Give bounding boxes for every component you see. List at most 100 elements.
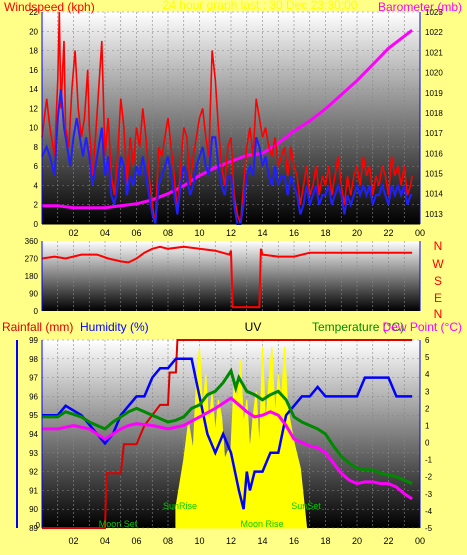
wind-ytick-label: 16 [29, 66, 38, 75]
wind-xtick-label: 18 [320, 228, 330, 238]
wind-xtick-label: 20 [352, 228, 362, 238]
humidity-ytick-label: 93 [29, 449, 38, 458]
wind-xtick-label: 22 [383, 228, 393, 238]
wind-xtick-label: 10 [194, 228, 204, 238]
temperature-line [42, 367, 413, 485]
temp-xtick-label: 12 [226, 536, 236, 546]
temperature-title: Temperature (°C) [312, 320, 404, 334]
humidity-ytick-label: 99 [29, 336, 38, 345]
temp-ytick-label: 0 [425, 439, 430, 448]
wind-xtick-label: 04 [100, 228, 110, 238]
temp-xtick-label: 02 [68, 536, 78, 546]
humidity-ytick-label: 92 [29, 468, 38, 477]
direction-yaxis-ticks: 0 90 180 270 360 [25, 237, 39, 316]
temp-ytick-label: -4 [425, 507, 433, 516]
baro-ytick-label: 1023 [425, 8, 443, 17]
direction-ytick-label: 360 [25, 237, 39, 246]
wind-gust-line [41, 11, 413, 225]
temp-ytick-label: -1 [425, 456, 433, 465]
wind-xaxis-ticks: 02 04 06 08 10 12 14 16 18 20 22 00 [68, 228, 425, 238]
temp-xtick-label: 00 [415, 536, 425, 546]
temp-xaxis-ticks: 02 04 06 08 10 12 14 16 18 20 22 00 [68, 536, 425, 546]
wind-xtick-label: 12 [226, 228, 236, 238]
temp-xtick-label: 08 [163, 536, 173, 546]
humidity-line [42, 357, 413, 510]
rainfall-title: Rainfall (mm) [2, 320, 73, 334]
wind-ytick-label: 0 [34, 220, 39, 229]
temp-xtick-label: 06 [131, 536, 141, 546]
humidity-ytick-label: 97 [29, 374, 38, 383]
compass-s: S [434, 274, 442, 288]
wind-ytick-label: 12 [29, 104, 38, 113]
wind-xtick-label: 16 [289, 228, 299, 238]
humidity-yaxis-ticks: 89 90 91 92 93 94 95 96 97 98 99 [29, 336, 38, 533]
humidity-ytick-label: 95 [29, 411, 38, 420]
humidity-ytick-label: 89 [29, 524, 38, 533]
sunrise-label: SunRise [163, 501, 197, 511]
compass-n-top: N [434, 239, 443, 253]
direction-ytick-label: 0 [34, 307, 39, 316]
temp-xtick-label: 14 [257, 536, 267, 546]
wind-ytick-label: 6 [34, 162, 39, 171]
temp-ytick-label: 3 [425, 387, 430, 396]
wind-xtick-label: 14 [257, 228, 267, 238]
wind-direction-line [41, 245, 413, 309]
baro-ytick-label: 1020 [425, 69, 443, 78]
baro-ytick-label: 1016 [425, 149, 443, 158]
wind-xtick-label: 00 [415, 228, 425, 238]
baro-ytick-label: 1015 [425, 170, 443, 179]
humidity-ytick-label: 90 [29, 505, 38, 514]
temp-ytick-label: 4 [425, 370, 430, 379]
temp-ytick-label: 1 [425, 421, 430, 430]
wind-xtick-label: 02 [68, 228, 78, 238]
temp-ytick-label: 6 [425, 336, 430, 345]
temp-ytick-label: -3 [425, 490, 433, 499]
temp-xtick-label: 22 [383, 536, 393, 546]
wind-ytick-label: 2 [34, 201, 39, 210]
temp-xtick-label: 16 [289, 536, 299, 546]
dewpoint-title: Dew Point (°C) [383, 320, 462, 334]
sunset-label: SunSet [291, 501, 321, 511]
baro-ytick-label: 1017 [425, 129, 443, 138]
wind-xtick-label: 08 [163, 228, 173, 238]
baro-ytick-label: 1018 [425, 109, 443, 118]
baro-ytick-label: 1021 [425, 48, 443, 57]
baro-ytick-label: 1022 [425, 28, 443, 37]
rainfall-line [42, 339, 413, 529]
wind-xtick-label: 06 [131, 228, 141, 238]
rain-zero-label: 0 [36, 521, 41, 530]
humidity-ytick-label: 91 [29, 486, 38, 495]
wind-yaxis-ticks: 0 2 4 6 8 10 12 14 16 18 20 22 [29, 8, 38, 229]
wind-ytick-label: 10 [29, 124, 38, 133]
humidity-ytick-label: 94 [29, 430, 38, 439]
temp-xtick-label: 20 [352, 536, 362, 546]
temp-ytick-label: -5 [425, 524, 433, 533]
compass-n-bottom: N [434, 307, 443, 321]
temp-ytick-label: 2 [425, 404, 430, 413]
wind-ytick-label: 4 [34, 181, 39, 190]
humidity-ytick-label: 96 [29, 392, 38, 401]
direction-panel: 0 90 180 270 360 N W S E N [25, 237, 445, 321]
baro-ytick-label: 1014 [425, 190, 443, 199]
compass-e: E [434, 291, 442, 305]
barometer-line [42, 29, 414, 210]
direction-ytick-label: 270 [25, 255, 39, 264]
direction-ytick-label: 180 [25, 272, 39, 281]
temp-ytick-label: 5 [425, 353, 430, 362]
compass-labels: N W S E N [432, 239, 444, 321]
windspeed-title: Windspeed (kph) [4, 0, 95, 14]
wind-ytick-label: 22 [29, 8, 38, 17]
moonset-label: Moon Set [99, 519, 138, 529]
humidity-ytick-label: 98 [29, 355, 38, 364]
uv-title: UV [245, 320, 262, 334]
temp-ytick-label: -2 [425, 473, 433, 482]
compass-w: W [432, 257, 444, 271]
temp-xtick-label: 18 [320, 536, 330, 546]
baro-yaxis-ticks: 1013 1014 1015 1016 1017 1018 1019 1020 1021 1022… [425, 8, 443, 219]
moonrise-label: Moon Rise [240, 519, 283, 529]
temp-yaxis-ticks: -5 -4 -3 -2 -1 0 1 2 3 4 5 6 [425, 336, 433, 533]
direction-ytick-label: 90 [29, 290, 38, 299]
